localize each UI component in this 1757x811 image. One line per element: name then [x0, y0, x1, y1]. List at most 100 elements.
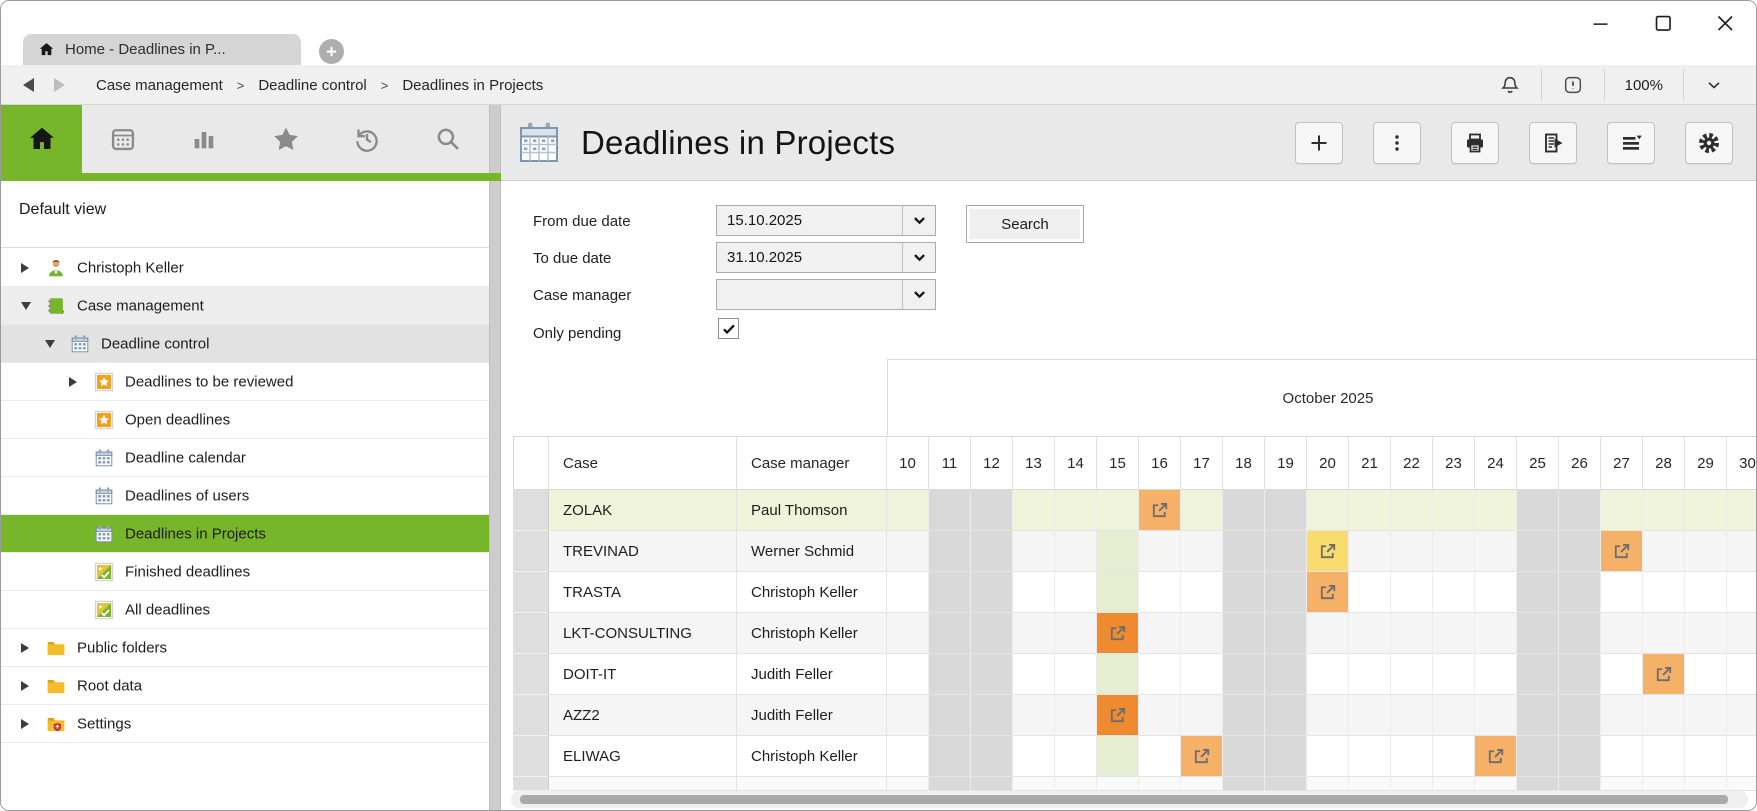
- sort-button[interactable]: [1607, 122, 1655, 164]
- case-manager-select[interactable]: [716, 279, 936, 310]
- close-button[interactable]: [1708, 7, 1742, 39]
- sidebar-item-root-data[interactable]: Root data: [1, 667, 489, 705]
- from-due-date-select[interactable]: 15.10.2025: [716, 205, 936, 236]
- breadcrumb-item-current[interactable]: Deadlines in Projects: [402, 76, 544, 94]
- day-cell: [929, 613, 971, 654]
- row-selector-cell[interactable]: [513, 654, 549, 695]
- row-selector-cell[interactable]: [513, 531, 549, 572]
- deadline-marker-cell[interactable]: [1307, 531, 1349, 572]
- deadline-marker-cell[interactable]: [1475, 736, 1517, 777]
- collapse-arrow-icon[interactable]: [21, 301, 31, 310]
- case-cell[interactable]: ELIWAG: [549, 736, 737, 777]
- expand-arrow-icon[interactable]: [21, 718, 29, 729]
- day-cell: [1265, 531, 1307, 572]
- tab-calendar[interactable]: [82, 105, 163, 173]
- row-selector-cell[interactable]: [513, 695, 549, 736]
- manager-cell[interactable]: Christoph Keller: [737, 613, 887, 654]
- sidebar-item-deadline-control[interactable]: Deadline control: [1, 325, 489, 363]
- open-deadline-icon: [1110, 625, 1126, 640]
- case-cell[interactable]: ZOLAK: [549, 490, 737, 531]
- manager-cell[interactable]: Werner Schmid: [737, 531, 887, 572]
- row-selector-cell[interactable]: [513, 572, 549, 613]
- row-selector-cell[interactable]: [513, 490, 549, 531]
- day-cell: [1181, 654, 1223, 695]
- day-cell: [1475, 654, 1517, 695]
- chevron-down-icon: [902, 280, 935, 309]
- tab-favorites[interactable]: [245, 105, 326, 173]
- tab-search[interactable]: [408, 105, 489, 173]
- notifications-button[interactable]: [1479, 74, 1541, 96]
- sidebar-item-deadlines-to-be-reviewed[interactable]: Deadlines to be reviewed: [1, 363, 489, 401]
- sidebar-item-all-deadlines[interactable]: All deadlines: [1, 591, 489, 629]
- expand-arrow-icon[interactable]: [21, 680, 29, 691]
- case-cell[interactable]: TREVINAD: [549, 531, 737, 572]
- zoom-dropdown-button[interactable]: [1684, 75, 1744, 95]
- sidebar-item-christoph-keller[interactable]: Christoph Keller: [1, 249, 489, 287]
- sidebar-item-case-management[interactable]: Case management: [1, 287, 489, 325]
- deadline-marker-cell[interactable]: [1097, 613, 1139, 654]
- sidebar-item-deadlines-of-users[interactable]: Deadlines of users: [1, 477, 489, 515]
- breadcrumb-item[interactable]: Case management: [96, 76, 223, 94]
- print-button[interactable]: [1451, 122, 1499, 164]
- deadline-marker-cell[interactable]: [1139, 490, 1181, 531]
- sidebar-item-public-folders[interactable]: Public folders: [1, 629, 489, 667]
- sidebar-item-deadlines-in-projects[interactable]: Deadlines in Projects: [1, 515, 489, 553]
- deadline-marker-cell[interactable]: [1181, 736, 1223, 777]
- day-cell: [1391, 654, 1433, 695]
- case-cell[interactable]: LKT-CONSULTING: [549, 613, 737, 654]
- sidebar-item-settings[interactable]: Settings: [1, 705, 489, 743]
- manager-cell[interactable]: Christoph Keller: [737, 736, 887, 777]
- tab-statistics[interactable]: [164, 105, 245, 173]
- case-cell[interactable]: TRASTA: [549, 572, 737, 613]
- deadline-marker-cell[interactable]: [1601, 531, 1643, 572]
- deadline-marker-cell[interactable]: [1307, 572, 1349, 613]
- browser-tab-home[interactable]: Home - Deadlines in P...: [23, 34, 301, 65]
- horizontal-scrollbar[interactable]: [511, 791, 1748, 808]
- settings-button[interactable]: [1685, 122, 1733, 164]
- row-selector-cell[interactable]: [513, 613, 549, 654]
- collapse-arrow-icon[interactable]: [45, 339, 55, 348]
- breadcrumb-item[interactable]: Deadline control: [258, 76, 367, 94]
- maximize-button[interactable]: [1646, 7, 1680, 39]
- only-pending-checkbox[interactable]: [718, 318, 739, 339]
- maximize-icon: [1655, 15, 1671, 31]
- sidebar-item-open-deadlines[interactable]: Open deadlines: [1, 401, 489, 439]
- more-actions-button[interactable]: [1373, 122, 1421, 164]
- sidebar-item-label: Deadline calendar: [125, 449, 246, 466]
- tab-home[interactable]: [1, 105, 83, 173]
- day-cell: [887, 695, 929, 736]
- row-selector-cell[interactable]: [513, 736, 549, 777]
- sidebar-item-deadline-calendar[interactable]: Deadline calendar: [1, 439, 489, 477]
- day-cell: [1601, 654, 1643, 695]
- deadline-marker-cell[interactable]: [1097, 695, 1139, 736]
- expand-arrow-icon[interactable]: [21, 642, 29, 653]
- deadline-marker-cell[interactable]: [1643, 654, 1685, 695]
- to-due-date-select[interactable]: 31.10.2025: [716, 242, 936, 273]
- day-cell: [1223, 777, 1265, 791]
- expand-arrow-icon[interactable]: [69, 376, 77, 387]
- case-cell[interactable]: DOIT-IT: [549, 654, 737, 695]
- export-button[interactable]: [1529, 122, 1577, 164]
- sidebar-item-finished-deadlines[interactable]: Finished deadlines: [1, 553, 489, 591]
- new-tab-button[interactable]: [319, 39, 344, 64]
- search-button[interactable]: Search: [966, 205, 1084, 243]
- zoom-level[interactable]: 100%: [1605, 77, 1683, 94]
- expand-arrow-icon[interactable]: [21, 262, 29, 273]
- forward-button[interactable]: [54, 78, 65, 92]
- manager-cell[interactable]: Judith Feller: [737, 695, 887, 736]
- manager-cell[interactable]: Paul Thomson: [737, 490, 887, 531]
- day-cell: [1517, 490, 1559, 531]
- manager-cell[interactable]: Judith Feller: [737, 654, 887, 695]
- minimize-button[interactable]: [1584, 7, 1618, 39]
- scrollbar-thumb[interactable]: [520, 795, 1728, 804]
- add-button[interactable]: [1295, 122, 1343, 164]
- back-button[interactable]: [23, 78, 34, 92]
- alerts-button[interactable]: [1542, 74, 1604, 96]
- tab-history[interactable]: [326, 105, 407, 173]
- day-cell: [887, 531, 929, 572]
- case-cell[interactable]: AZZ2: [549, 695, 737, 736]
- day-cell: [1433, 654, 1475, 695]
- day-cell: [1307, 736, 1349, 777]
- pane-splitter[interactable]: [489, 105, 501, 810]
- manager-cell[interactable]: Christoph Keller: [737, 572, 887, 613]
